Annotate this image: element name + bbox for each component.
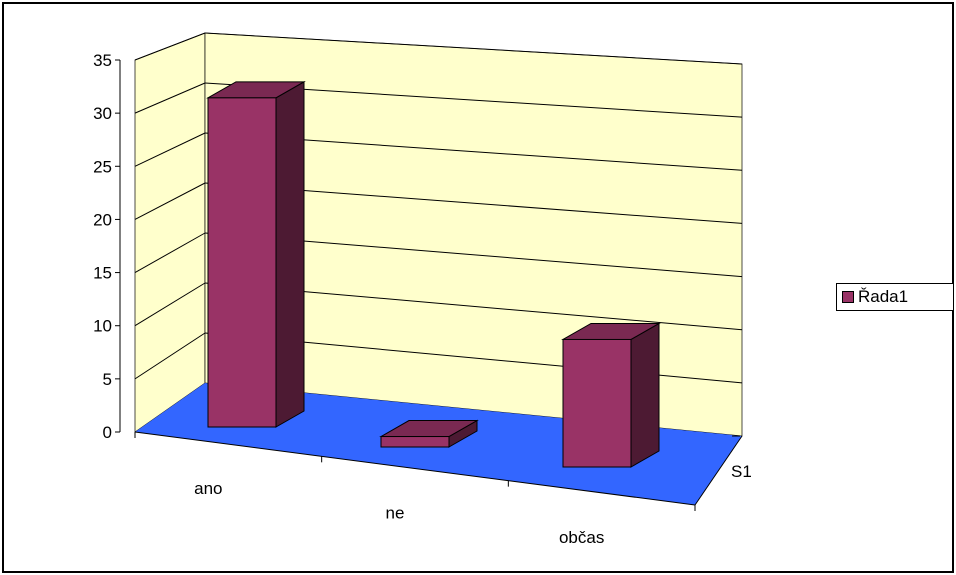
legend-label: Řada1 [858, 287, 909, 306]
gridline-left [134, 132, 206, 167]
gridline-left [134, 232, 206, 274]
gridline-back [204, 32, 743, 65]
y-axis-tick-label: 5 [103, 370, 112, 389]
bars [206, 80, 661, 468]
y-axis-tick-label: 25 [93, 157, 112, 176]
x-axis-tick-label: ano [194, 479, 222, 498]
bar [206, 80, 306, 428]
y-axis-tick-label: 35 [93, 51, 112, 70]
gridline-left [134, 82, 206, 114]
gridline-left [134, 332, 206, 380]
y-axis-tick-label: 15 [93, 264, 112, 283]
axes [115, 59, 743, 511]
x-axis-tick-label: ne [386, 504, 405, 523]
gridline-left [134, 282, 206, 327]
bar-front [380, 436, 450, 448]
x-axis-line [134, 431, 696, 506]
gridline-left [134, 182, 206, 220]
y-axis-tick-label: 30 [93, 104, 112, 123]
depth-axis-line [694, 435, 743, 506]
bar [379, 419, 479, 448]
y-axis-tick-labels: 0 5 10 15 20 25 30 35 [93, 51, 112, 442]
bar-side [275, 80, 305, 428]
y-axis-tick-label: 0 [103, 423, 112, 442]
y-axis-tick-label: 10 [93, 317, 112, 336]
x-axis-tick-label: občas [559, 528, 604, 547]
legend-swatch [842, 291, 854, 303]
depth-axis-label: S1 [731, 462, 752, 481]
x-axis-tick-labels: ano ne občas [194, 479, 604, 547]
bar [561, 322, 661, 468]
bar-front [562, 338, 632, 468]
bar-front [207, 97, 277, 428]
bar-side [630, 322, 660, 468]
y-axis-tick-label: 20 [93, 210, 112, 229]
gridline-left [134, 32, 206, 61]
legend: Řada1 [836, 283, 954, 311]
